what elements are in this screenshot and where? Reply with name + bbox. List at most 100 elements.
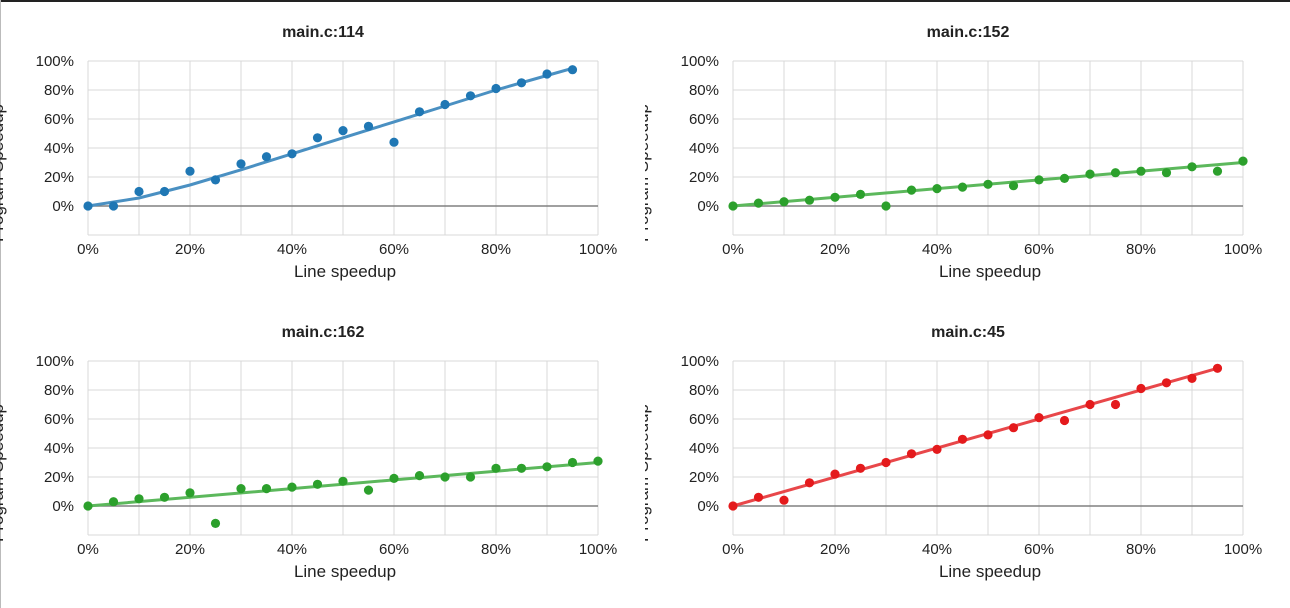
y-tick-label: 60% [689, 411, 719, 428]
data-point [728, 201, 738, 211]
data-point [134, 186, 144, 197]
data-point [906, 185, 917, 195]
data-point [134, 494, 144, 504]
data-point [236, 484, 246, 494]
chart-title: main.c:114 [282, 24, 364, 41]
data-point [779, 197, 789, 207]
chart-title: main.c:162 [282, 324, 365, 341]
data-point [185, 166, 195, 176]
data-point [1110, 168, 1121, 178]
y-tick-label: 100% [681, 53, 719, 70]
data-point [210, 518, 221, 528]
x-tick-label: 0% [722, 541, 744, 558]
x-tick-label: 60% [1024, 241, 1054, 258]
data-point [312, 479, 323, 489]
x-tick-label: 20% [820, 241, 850, 258]
left-border [0, 0, 1, 608]
x-tick-label: 40% [277, 541, 307, 558]
y-tick-label: 0% [52, 198, 74, 215]
data-point [1008, 181, 1019, 191]
data-point [542, 69, 552, 79]
x-axis-label: Line speedup [939, 562, 1041, 581]
data-point [855, 189, 866, 199]
data-point [957, 182, 968, 192]
data-point [338, 476, 348, 486]
x-tick-label: 60% [1024, 541, 1054, 558]
data-point [1136, 383, 1146, 394]
data-point [1008, 423, 1019, 433]
data-point [440, 99, 450, 110]
y-tick-label: 80% [44, 82, 74, 99]
y-tick-label: 20% [689, 169, 719, 186]
data-point [1161, 378, 1172, 388]
y-tick-label: 20% [44, 469, 74, 486]
data-point [804, 195, 815, 205]
x-tick-label: 40% [922, 241, 952, 258]
chart-title: main.c:45 [931, 324, 1005, 341]
y-tick-label: 60% [44, 111, 74, 128]
y-axis-label: Program Speedup [0, 404, 7, 542]
data-point [83, 201, 93, 211]
data-point [363, 121, 374, 131]
y-tick-label: 40% [44, 440, 74, 457]
x-tick-label: 80% [1126, 241, 1156, 258]
chart-panel-main-c-162: main.c:162 0% 20% 40% 60% 80% 100% 0% 20% 40% 60% 8… [0, 300, 645, 600]
data-point [1187, 373, 1197, 383]
chart-svg: main.c:162 0% 20% 40% 60% 80% 100% 0% 20% 40% 60% 8… [0, 324, 617, 581]
y-tick-label: 80% [689, 382, 719, 399]
y-tick-label: 60% [689, 111, 719, 128]
data-point [287, 482, 297, 492]
y-tick-label: 40% [44, 140, 74, 157]
x-tick-label: 80% [481, 541, 511, 558]
y-tick-label: 0% [52, 498, 74, 515]
data-point [338, 126, 348, 136]
data-point [491, 463, 501, 473]
data-point [1034, 175, 1044, 185]
data-point [236, 159, 246, 169]
data-point [516, 78, 527, 88]
x-tick-label: 80% [481, 241, 511, 258]
x-tick-label: 20% [820, 541, 850, 558]
y-tick-label: 60% [44, 411, 74, 428]
chart-svg: main.c:45 0% 20% 40% 60% 80% 100% 0% 20% 40% 60% 80… [645, 324, 1262, 581]
data-point [1110, 399, 1121, 410]
y-tick-label: 0% [697, 198, 719, 215]
data-point [261, 484, 272, 494]
y-tick-label: 100% [36, 53, 74, 70]
chart-svg: main.c:152 0% 20% 40% 60% 80% 100% 0% 20% 40% 60% 8… [645, 24, 1262, 281]
x-tick-label: 0% [77, 541, 99, 558]
y-axis-label: Program Speedup [645, 404, 652, 542]
data-point [932, 444, 942, 454]
data-point [210, 175, 221, 185]
y-tick-label: 0% [697, 498, 719, 515]
data-point [855, 463, 866, 473]
x-tick-label: 100% [1224, 241, 1262, 258]
x-tick-label: 40% [277, 241, 307, 258]
x-axis-label: Line speedup [294, 562, 396, 581]
data-point [1085, 169, 1095, 179]
data-point [542, 462, 552, 472]
y-tick-label: 20% [689, 469, 719, 486]
data-point [1085, 399, 1095, 410]
top-border [0, 0, 1290, 2]
data-point [363, 485, 374, 495]
chart-title: main.c:152 [927, 24, 1010, 41]
data-point [804, 478, 815, 488]
data-point [414, 471, 425, 481]
data-point [567, 457, 578, 468]
data-point [389, 473, 399, 483]
data-point [753, 198, 764, 208]
data-point [465, 91, 476, 101]
x-tick-label: 20% [175, 241, 205, 258]
data-point [414, 107, 425, 117]
chart-panel-main-c-45: main.c:45 0% 20% 40% 60% 80% 100% 0% 20% 40% 60% 80… [645, 300, 1290, 600]
y-tick-label: 40% [689, 140, 719, 157]
x-tick-label: 60% [379, 241, 409, 258]
data-point [830, 192, 840, 202]
chart-svg: main.c:114 0% 20% 40% 60% 80% 100% 0% 20% 40% 60% 8… [0, 24, 617, 281]
data-point [728, 501, 738, 511]
chart-panel-main-c-114: main.c:114 0% 20% 40% 60% 80% 100% 0% 20% 40% 60% 8… [0, 0, 645, 300]
x-tick-label: 0% [722, 241, 744, 258]
data-point [159, 492, 170, 502]
x-tick-label: 0% [77, 241, 99, 258]
